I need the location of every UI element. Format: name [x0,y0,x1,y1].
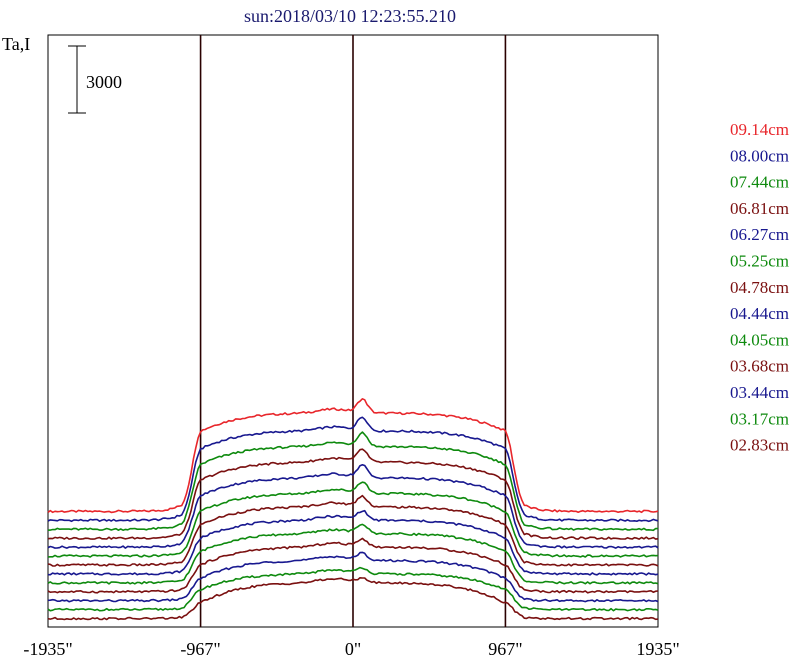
legend-entry-02-83cm: 02.83cm [730,436,789,455]
legend-entry-03-17cm: 03.17cm [730,409,789,428]
legend-entry-04-44cm: 04.44cm [730,304,789,323]
trace-06-27cm [47,464,659,549]
x-tick-label-4: 1935" [636,639,679,659]
trace-03-44cm [47,551,659,603]
x-tick-label-1: -967" [180,639,220,659]
legend: 09.14cm 08.00cm 07.44cm 06.81cm 06.27cm 05.25… [730,120,789,455]
legend-entry-08-00cm: 08.00cm [730,146,789,165]
scale-bar: 3000 [68,45,122,114]
legend-entry-07-44cm: 07.44cm [730,173,789,192]
trace-03-17cm [47,566,659,612]
legend-entry-06-27cm: 06.27cm [730,225,789,244]
trace-08-00cm [47,416,659,523]
trace-04-05cm [47,523,659,585]
x-tick-labels: -1935" -967" 0" 967" 1935" [23,639,679,659]
trace-05-25cm [47,481,659,558]
x-tick-label-2: 0" [345,639,361,659]
legend-entry-05-25cm: 05.25cm [730,252,789,271]
trace-07-44cm [47,431,659,532]
legend-entry-09-14cm: 09.14cm [730,120,789,139]
trace-02-83cm [47,577,659,621]
y-axis-label: Ta,I [2,34,30,54]
legend-entry-04-78cm: 04.78cm [730,278,789,297]
x-tick-label-3: 967" [488,639,522,659]
trace-03-68cm [47,537,659,594]
series-traces [47,398,659,621]
legend-entry-03-44cm: 03.44cm [730,383,789,402]
legend-entry-04-05cm: 04.05cm [730,330,789,349]
x-tick-label-0: -1935" [23,639,72,659]
legend-entry-03-68cm: 03.68cm [730,357,789,376]
trace-04-44cm [48,509,659,576]
chart-title: sun:2018/03/10 12:23:55.210 [244,6,456,26]
trace-04-78cm [47,494,659,567]
guide-lines [199,35,507,627]
scale-bar-label: 3000 [86,72,122,92]
trace-06-81cm [47,448,659,540]
trace-09-14cm [47,398,659,514]
legend-entry-06-81cm: 06.81cm [730,199,789,218]
